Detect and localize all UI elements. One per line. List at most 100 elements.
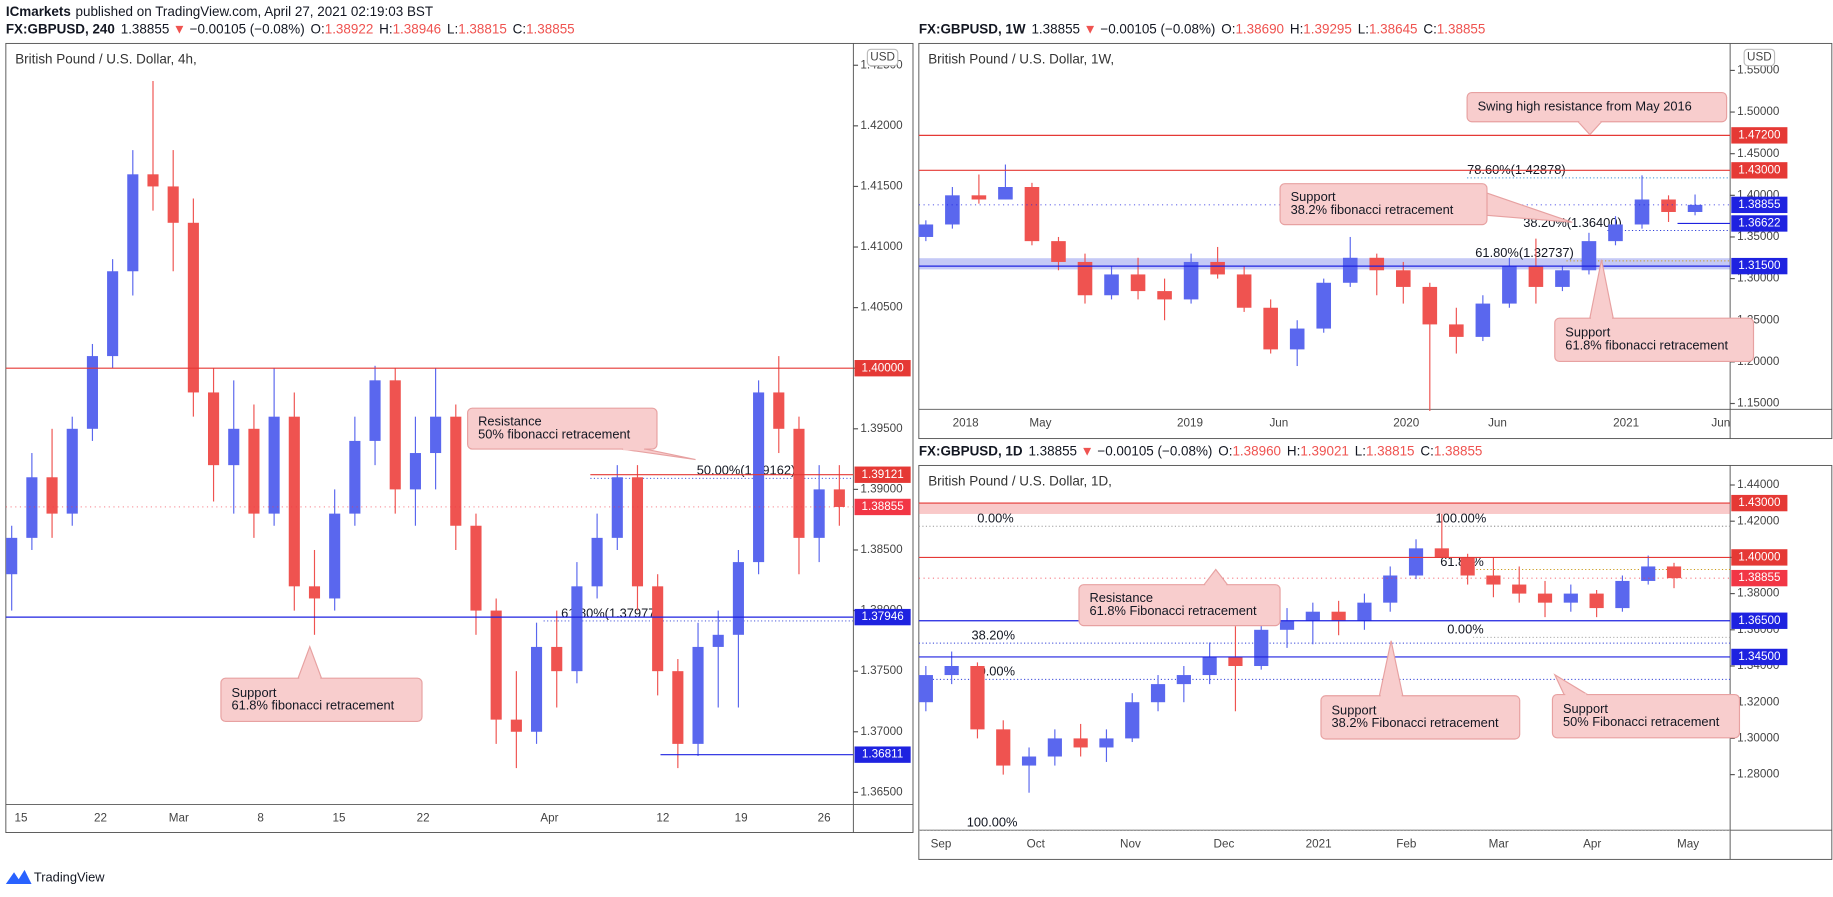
level-label: 1.40000: [1738, 550, 1781, 563]
candle-body: [1555, 270, 1570, 287]
fib-label: 61.80%(1.32737): [1475, 245, 1574, 260]
x-tick-label: May: [1029, 416, 1051, 429]
level-label: 1.43000: [1738, 496, 1781, 509]
candle-body: [1434, 548, 1449, 558]
candle-body: [409, 453, 421, 490]
chart-title: British Pound / U.S. Dollar, 1D,: [928, 473, 1112, 488]
level-tag: [1731, 549, 1788, 566]
candle-body: [1176, 675, 1191, 685]
candle-body: [918, 675, 933, 703]
symbol: FX:GBPUSD, 240: [6, 21, 115, 36]
callout-box: [1554, 317, 1755, 362]
candle-body: [753, 392, 765, 563]
candle-body: [208, 392, 220, 466]
fib-label: 50.00%(1.39162): [697, 463, 796, 478]
x-tick-label: 8: [257, 812, 264, 825]
ohlc-label: H:: [379, 21, 392, 36]
level-label: 1.36811: [862, 748, 903, 761]
level-label: 1.40000: [861, 361, 904, 374]
candle-body: [107, 271, 119, 357]
currency: USD: [1747, 51, 1772, 64]
candle-body: [167, 186, 179, 223]
y-tick-label: 1.37000: [860, 725, 903, 738]
level-tag: [854, 360, 911, 377]
y-tick-label: 1.37500: [860, 664, 903, 677]
x-tick-label: 26: [818, 812, 831, 825]
callout-box: [467, 407, 658, 450]
y-tick-label: 1.30000: [1737, 272, 1780, 285]
candle-body: [970, 666, 985, 730]
candle-body: [1316, 282, 1332, 329]
candle-body: [1661, 199, 1676, 212]
candle-body: [46, 477, 58, 514]
change-arrow: ▼: [1081, 443, 1094, 458]
ohlc-value: 1.38645: [1369, 21, 1418, 36]
ohlc-label: C:: [513, 21, 526, 36]
y-tick-label: 1.50000: [1737, 105, 1780, 118]
y-tick-label: 1.38000: [1737, 587, 1780, 600]
candle-body: [692, 646, 704, 744]
footer-brand: TradingView: [34, 869, 105, 884]
candle-body: [1021, 756, 1037, 766]
candle-body: [652, 586, 664, 672]
chart-title: British Pound / U.S. Dollar, 1W,: [928, 51, 1114, 66]
level-tag: [854, 608, 911, 626]
callout-box: [1551, 693, 1741, 739]
ohlc-value: 1.38946: [393, 21, 442, 36]
x-tick-label: 22: [94, 812, 107, 825]
candle-body: [1357, 602, 1372, 621]
currency-tag: [866, 48, 899, 67]
candle-body: [1210, 261, 1225, 275]
last-price: 1.38855: [1028, 443, 1077, 458]
x-tick-label: Nov: [1120, 837, 1141, 850]
candle-body: [1563, 593, 1578, 603]
callout-box: [1078, 584, 1281, 627]
candle-body: [1051, 241, 1066, 262]
y-tick-label: 1.45000: [1737, 147, 1780, 160]
candle-body: [1634, 199, 1650, 225]
candle-body: [147, 174, 159, 187]
level-tag: [1731, 162, 1788, 179]
candle-body: [268, 416, 280, 514]
pane-border: [918, 464, 1833, 860]
candle-body: [712, 634, 724, 647]
candle-body: [1475, 303, 1491, 337]
candle-body: [945, 195, 960, 225]
candle-body: [86, 356, 98, 429]
fib-label: 78.60%(1.42878): [1467, 162, 1566, 177]
candle-body: [1157, 291, 1172, 300]
candle-body: [349, 440, 361, 514]
candle-body: [1254, 629, 1269, 667]
candle-body: [1486, 575, 1501, 585]
candle-body: [1024, 187, 1040, 242]
candle-body: [1383, 575, 1398, 603]
candle-body: [389, 380, 401, 490]
candle-body: [944, 666, 959, 676]
publisher: ICmarkets: [6, 3, 71, 18]
footer-logo: TradingView: [5, 869, 105, 884]
x-tick-label: 19: [735, 812, 748, 825]
candle-body: [1202, 656, 1217, 676]
symbol: FX:GBPUSD, 1W: [919, 21, 1026, 36]
candle-body: [1150, 684, 1166, 703]
x-tick-label: Jun: [1488, 416, 1507, 429]
chart-panel: FX:GBPUSD, 1W 1.38855 ▼ −0.00105 (−0.08%) O:…: [918, 21, 1833, 440]
level-tag: [1731, 215, 1788, 232]
candle-body: [1666, 566, 1682, 579]
fib-label: 100.00%: [967, 815, 1018, 830]
y-tick-label: 1.15000: [1737, 397, 1780, 410]
candle-body: [1305, 611, 1320, 621]
candle-body: [1687, 204, 1703, 212]
candle-body: [450, 416, 462, 526]
callout-text: Support: [1291, 189, 1336, 204]
level-label: 1.38855: [1738, 198, 1781, 211]
candle-body: [551, 646, 563, 672]
x-tick-label: 2021: [1306, 837, 1332, 850]
ohlc-label: L:: [447, 21, 458, 36]
level-label: 1.38855: [861, 500, 904, 513]
candle-body: [430, 416, 442, 454]
candle-body: [1408, 548, 1424, 576]
chart-title: British Pound / U.S. Dollar, 4h,: [15, 51, 196, 66]
y-tick-label: 1.39500: [860, 422, 903, 435]
x-tick-label: 2020: [1393, 416, 1420, 429]
